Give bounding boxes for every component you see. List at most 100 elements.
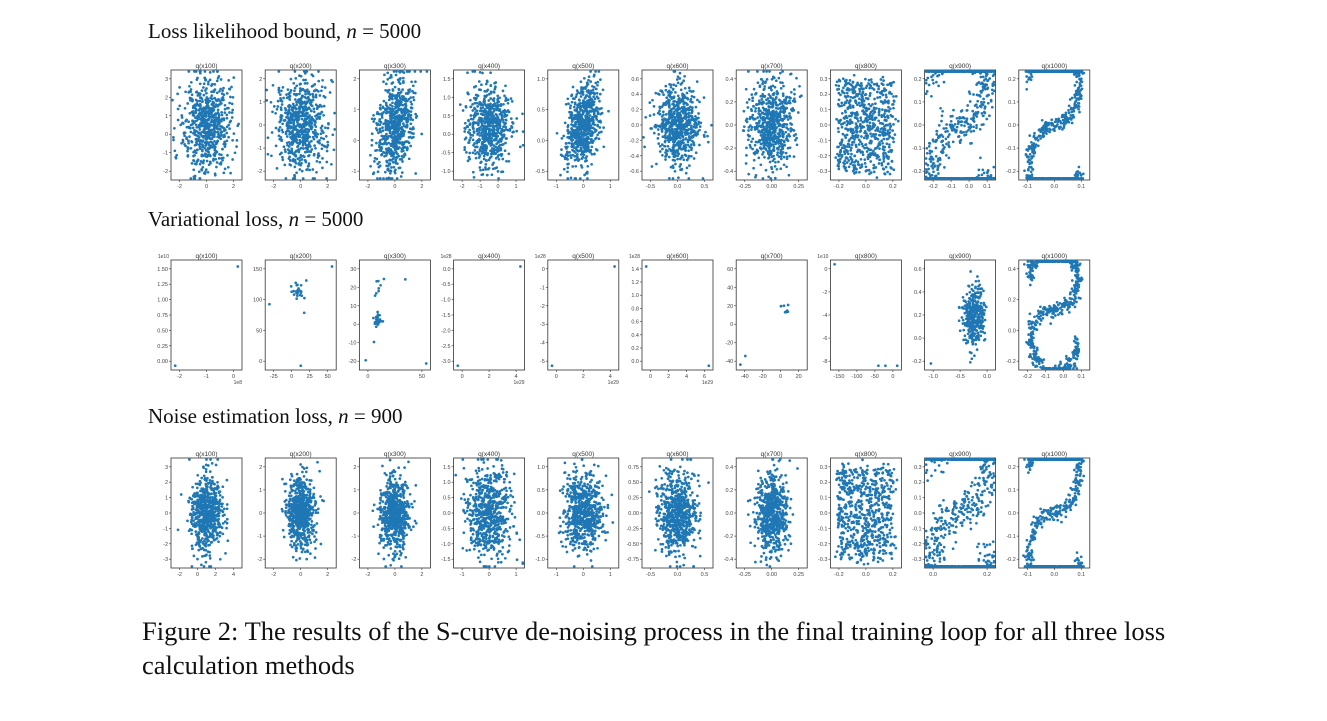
data-point (500, 113, 504, 117)
data-point (281, 122, 284, 126)
data-point (310, 139, 313, 143)
data-point (788, 154, 792, 158)
data-point (762, 88, 766, 92)
data-point (396, 91, 400, 95)
data-point (837, 98, 841, 102)
data-point (592, 100, 596, 104)
data-point (668, 176, 671, 180)
data-point (394, 160, 397, 163)
data-point (691, 89, 695, 93)
data-point (183, 106, 187, 110)
data-point (384, 88, 387, 92)
data-point (483, 151, 487, 155)
data-point (687, 111, 691, 115)
data-point (194, 109, 198, 112)
data-point (189, 88, 193, 91)
data-point (269, 100, 273, 104)
data-point (407, 141, 411, 145)
data-point (390, 134, 393, 137)
data-point (298, 92, 301, 96)
data-point (680, 168, 683, 172)
data-point (208, 78, 212, 82)
data-point (690, 100, 694, 104)
data-point (668, 129, 672, 132)
data-point (278, 93, 282, 96)
data-point (674, 162, 677, 166)
data-point (669, 109, 673, 113)
data-point (405, 117, 409, 121)
data-point (481, 168, 485, 172)
data-point (311, 168, 315, 171)
data-point (656, 128, 660, 131)
data-point (766, 116, 769, 120)
data-point (205, 99, 208, 103)
data-point (798, 95, 802, 99)
data-point (287, 108, 291, 112)
data-point (465, 151, 468, 154)
data-point (321, 157, 324, 160)
data-point (668, 124, 672, 128)
data-point (685, 119, 689, 123)
data-point (294, 125, 297, 128)
data-point (468, 157, 472, 161)
data-point (215, 161, 219, 164)
data-point (494, 81, 498, 84)
data-point (222, 171, 226, 175)
data-point (396, 162, 399, 165)
data-point (747, 98, 751, 101)
data-point (409, 96, 413, 99)
x-tick-label: -0.25 (738, 184, 751, 190)
data-point (672, 110, 676, 114)
data-point (687, 115, 691, 119)
data-point (499, 104, 503, 108)
data-point (772, 140, 776, 144)
data-point (183, 131, 187, 135)
data-point (222, 86, 225, 90)
data-point (577, 102, 581, 106)
data-point (776, 147, 780, 151)
data-point (325, 160, 329, 164)
data-point (200, 143, 204, 146)
data-point (775, 90, 779, 93)
data-point (473, 142, 476, 145)
data-point (765, 70, 768, 73)
data-point (889, 166, 893, 169)
data-point (186, 146, 190, 149)
data-point (400, 117, 404, 121)
data-point (571, 114, 574, 117)
data-point (202, 86, 205, 89)
data-point (484, 136, 488, 140)
data-point (559, 173, 562, 177)
data-point (206, 82, 210, 86)
data-point (395, 135, 399, 139)
data-point (276, 99, 280, 103)
data-point (504, 118, 508, 122)
x-tick-label: 0 (299, 184, 302, 190)
y-tick-label: 2 (259, 77, 262, 83)
data-point (750, 93, 754, 96)
data-point (410, 131, 414, 135)
data-point (383, 151, 387, 155)
data-point (666, 121, 670, 125)
data-point (744, 87, 748, 91)
data-point (283, 106, 287, 110)
data-point (305, 82, 309, 85)
x-tick-label: 0 (205, 184, 208, 190)
data-point (888, 143, 891, 146)
data-point (499, 152, 503, 156)
data-point (296, 121, 299, 124)
data-point (671, 177, 675, 180)
data-point (682, 102, 686, 106)
data-point (300, 117, 304, 121)
data-point (774, 79, 778, 83)
data-point (376, 111, 379, 114)
data-point (567, 162, 570, 166)
data-point (754, 92, 757, 96)
data-point (183, 134, 186, 138)
data-point (290, 147, 294, 151)
data-point (780, 118, 783, 122)
data-point (566, 124, 570, 127)
data-point (219, 78, 223, 81)
data-point (521, 143, 525, 147)
data-point (303, 136, 307, 139)
